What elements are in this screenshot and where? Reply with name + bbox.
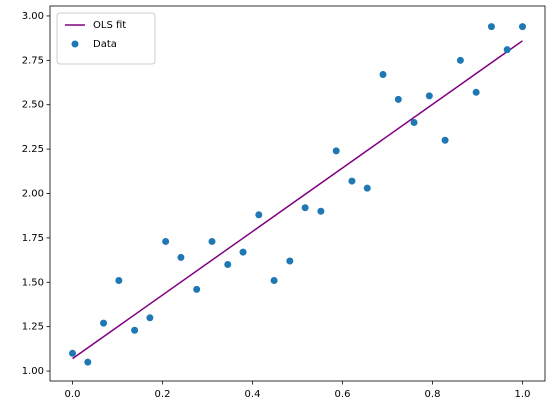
x-tick-label: 0.4 bbox=[245, 389, 261, 400]
x-tick-label: 0.8 bbox=[425, 389, 441, 400]
data-point bbox=[286, 257, 294, 265]
data-point bbox=[224, 261, 232, 269]
data-point bbox=[208, 237, 216, 245]
data-point bbox=[348, 177, 356, 185]
legend: OLS fit Data bbox=[56, 12, 156, 65]
data-point bbox=[146, 314, 154, 322]
data-point bbox=[162, 237, 170, 245]
data-point bbox=[270, 277, 278, 285]
x-tick-label: 0.6 bbox=[335, 389, 351, 400]
y-tick-label: 1.25 bbox=[22, 322, 44, 333]
data-point bbox=[177, 253, 185, 261]
data-point bbox=[115, 277, 123, 285]
data-point bbox=[363, 184, 371, 192]
data-point bbox=[379, 71, 387, 79]
data-point bbox=[131, 326, 139, 334]
data-point bbox=[410, 118, 418, 126]
data-point bbox=[193, 285, 201, 293]
data-point bbox=[239, 248, 247, 256]
y-tick-label: 1.50 bbox=[22, 277, 44, 288]
x-tick-label: 0.0 bbox=[65, 389, 81, 400]
y-tick-label: 2.00 bbox=[22, 189, 44, 200]
legend-label: Data bbox=[93, 39, 117, 50]
data-point bbox=[472, 88, 480, 96]
data-point bbox=[456, 56, 464, 64]
data-point bbox=[394, 95, 402, 103]
y-tick-label: 3.00 bbox=[22, 11, 44, 22]
x-tick-label: 1.0 bbox=[515, 389, 531, 400]
data-point bbox=[332, 147, 340, 155]
y-tick-label: 1.75 bbox=[22, 233, 44, 244]
data-point bbox=[100, 319, 108, 327]
data-point bbox=[441, 136, 449, 144]
data-point bbox=[84, 358, 92, 366]
data-point bbox=[301, 204, 309, 212]
data-point bbox=[503, 46, 511, 54]
data-point bbox=[487, 23, 495, 31]
legend-label: OLS fit bbox=[93, 20, 126, 31]
data-point bbox=[519, 23, 526, 31]
y-tick-label: 2.50 bbox=[22, 100, 44, 111]
y-tick-label: 2.75 bbox=[22, 55, 44, 66]
data-point bbox=[317, 207, 325, 215]
data-point bbox=[255, 211, 263, 219]
data-point bbox=[69, 349, 76, 357]
x-tick-label: 0.2 bbox=[155, 389, 171, 400]
data-point bbox=[425, 92, 433, 100]
fit-line bbox=[72, 40, 523, 360]
y-tick-label: 1.00 bbox=[22, 366, 44, 377]
y-tick-label: 2.25 bbox=[22, 144, 44, 155]
legend-marker bbox=[71, 40, 79, 48]
axes-frame bbox=[49, 5, 546, 382]
